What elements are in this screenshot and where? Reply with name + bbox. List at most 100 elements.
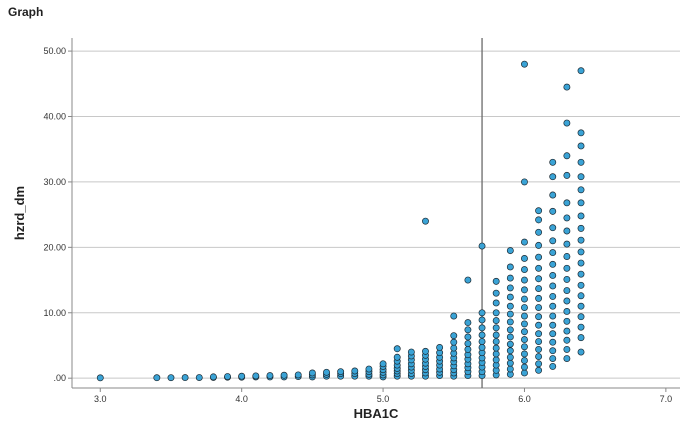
data-point [563,317,571,325]
data-point [506,365,514,373]
data-point [506,340,514,348]
data-point [280,371,288,379]
x-axis-title: HBA1C [354,406,399,421]
data-point [577,348,585,356]
data-point [549,355,557,363]
data-point [535,313,543,321]
y-tick-label: 40.00 [43,112,66,122]
x-tick-label: 6.0 [518,394,531,404]
data-point [521,276,528,284]
y-tick-label: 30.00 [43,177,66,187]
data-point [577,334,585,342]
data-point [549,207,557,215]
data-point [521,60,528,68]
data-point [492,338,500,346]
tick-labels: .00 10.00 20.00 30.00 40.00 50.00 3.0 4.0 5.0 6.0… [43,46,672,404]
data-point [563,297,571,305]
data-point [577,292,585,300]
gridlines [68,50,680,392]
y-axis-title: hzrd_dm [12,186,27,240]
data-point [252,372,260,380]
data-point [422,217,429,225]
data-point [535,207,543,215]
data-point [577,142,585,150]
data-point [521,328,528,336]
data-point [337,368,345,376]
data-point [549,347,557,355]
data-point [506,284,514,292]
data-point [521,178,528,186]
axes [71,38,680,389]
data-point [535,264,543,272]
data-point [563,83,571,91]
data-point [577,186,585,194]
data-point [492,350,500,358]
data-point [521,238,528,246]
data-point [478,316,486,324]
data-point [521,357,528,364]
data-point [521,286,528,294]
data-point [492,277,500,285]
data-point [96,374,104,382]
data-point [521,295,528,303]
data-point [153,374,161,382]
data-point [379,360,387,368]
data-point [238,372,246,380]
data-point [195,374,203,381]
data-point [521,266,528,274]
data-point [167,374,175,382]
data-point [492,317,500,325]
data-point [563,308,571,315]
data-point [563,287,571,294]
data-point [535,285,543,293]
x-tick-label: 7.0 [660,394,673,404]
data-point [521,304,528,311]
data-point [563,171,571,179]
data-point [535,275,543,283]
data-point [577,270,585,278]
data-point [563,264,571,272]
data-point [563,227,571,235]
data-point [563,275,571,283]
x-tick-label: 4.0 [235,394,248,404]
data-point [492,331,500,339]
data-point [478,242,486,250]
data-point [535,253,543,261]
data-point [506,274,514,282]
data-point [464,333,472,341]
data-point [535,216,543,224]
data-point [478,338,486,346]
data-point [521,363,528,371]
data-point [563,336,571,344]
data-point [563,253,571,260]
data-point [535,294,543,302]
data-point [393,353,401,361]
data-point [549,224,557,232]
data-point [577,281,585,289]
data-point [521,343,528,351]
data-point [549,312,557,320]
data-point [549,249,557,257]
data-point [181,374,189,382]
data-point [492,344,500,352]
data-point [535,241,543,249]
data-point [577,259,585,267]
data-point [521,320,528,328]
data-point [478,343,486,351]
data-point [478,309,486,317]
y-tick-label: 50.00 [43,46,66,56]
data-point [577,313,585,321]
data-point [535,330,543,338]
data-point [549,302,557,310]
data-point [521,255,528,262]
data-point [478,331,486,339]
data-point [450,312,458,320]
y-tick-label: 20.00 [43,242,66,252]
data-point [450,344,458,352]
data-point [365,365,373,373]
data-point [549,237,557,245]
data-point [407,348,415,356]
data-point [209,373,217,381]
data-point [577,323,585,331]
data-point [549,282,557,290]
